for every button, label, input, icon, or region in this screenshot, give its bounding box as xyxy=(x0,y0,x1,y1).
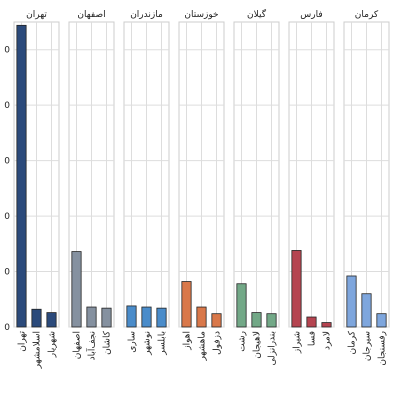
panel-title: خوزستان xyxy=(184,10,218,20)
bar xyxy=(86,306,97,328)
category-label: شیراز xyxy=(293,331,303,354)
bar xyxy=(16,24,27,328)
bar xyxy=(101,307,112,328)
category-label: نوشهر xyxy=(143,331,153,356)
chart-panel: تهران تهران اسلامشهر شهریار xyxy=(13,10,60,369)
bar xyxy=(46,312,57,328)
category-label: کرمان xyxy=(348,330,358,354)
category-label: شهریار xyxy=(48,331,58,358)
chart-panel: خوزستان اهواز ماهشهر دزفول xyxy=(178,10,225,362)
bar xyxy=(196,306,207,328)
y-tick-label: 0 xyxy=(4,101,10,111)
y-tick-label: 0 xyxy=(4,323,10,333)
y-tick-label: 0 xyxy=(4,157,10,167)
category-label: سیرجان xyxy=(363,331,373,361)
chart-panel: گیلان رشت لاهیجان بندرانزلی xyxy=(233,8,280,366)
chart-panel: کرمان کرمان سیرجان رفسنجان xyxy=(343,10,390,366)
panel-title: کرمان xyxy=(355,10,379,20)
category-label: اسلامشهر xyxy=(33,331,43,369)
bar xyxy=(31,308,42,328)
bar xyxy=(141,306,152,328)
y-tick-label: 0 xyxy=(4,268,10,278)
panel-title: گیلان xyxy=(247,8,267,20)
bar xyxy=(321,322,332,328)
bar xyxy=(211,313,222,328)
bar xyxy=(376,313,387,328)
chart-panel: فارس شیراز فسا لامرد xyxy=(288,10,335,354)
bar xyxy=(236,283,247,328)
chart-panel: مازندران ساری نوشهر بابلسر xyxy=(123,10,170,356)
bar xyxy=(181,281,192,328)
panel-title: مازندران xyxy=(130,10,163,20)
category-label: لامرد xyxy=(323,331,333,350)
category-label: ماهشهر xyxy=(198,331,208,362)
bar xyxy=(266,313,277,328)
category-label: نجف‌آباد xyxy=(86,331,98,360)
panel-title: فارس xyxy=(300,10,322,20)
bar xyxy=(361,293,372,328)
category-label: بندرانزلی xyxy=(268,331,278,366)
bar xyxy=(291,250,302,328)
category-label: بابلسر xyxy=(158,331,168,356)
bar xyxy=(71,251,82,328)
bar xyxy=(306,316,317,328)
category-label: فسا xyxy=(308,331,318,346)
y-tick-label: 0 xyxy=(4,212,10,222)
category-label: لاهیجان xyxy=(253,331,263,359)
category-label: رفسنجان xyxy=(378,331,388,366)
category-label: تهران xyxy=(18,331,28,352)
y-tick-label: 0 xyxy=(4,46,10,56)
category-label: اصفهان xyxy=(73,331,83,359)
category-label: دزفول xyxy=(213,331,223,355)
bar xyxy=(126,305,137,328)
y-axis: 0 0 0 0 0 0 xyxy=(4,46,10,333)
panel-title: تهران xyxy=(26,10,47,20)
category-label: ساری xyxy=(128,331,138,353)
category-label: اهواز xyxy=(183,331,193,351)
bar xyxy=(156,307,167,328)
category-label: رشت xyxy=(238,331,248,352)
bar xyxy=(346,275,357,328)
category-label: کاشان xyxy=(103,330,113,355)
bar xyxy=(251,312,262,328)
panel-title: اصفهان xyxy=(77,10,105,20)
